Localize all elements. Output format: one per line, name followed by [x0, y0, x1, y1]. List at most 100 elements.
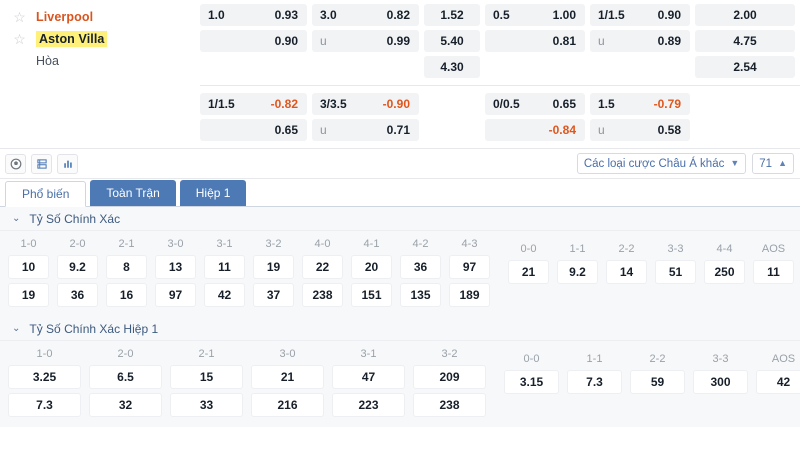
score-odds-cell[interactable]: 9.2	[57, 255, 98, 279]
odds-cell[interactable]: 5.40	[424, 30, 480, 52]
odds-cell[interactable]: 1.52	[424, 4, 480, 26]
score-odds-cell[interactable]: 19	[8, 283, 49, 307]
score-odds-cell[interactable]: 7.3	[8, 393, 81, 417]
odds-cell-empty	[312, 56, 419, 78]
odds-group-over-under-ht-2: u 0.58	[590, 118, 695, 144]
odds-cell[interactable]: 2.00	[695, 4, 795, 26]
tab-3[interactable]: Hiệp 1	[179, 180, 247, 206]
bar-chart-icon[interactable]	[57, 153, 78, 174]
score-odds-cell[interactable]: 11	[753, 260, 794, 284]
score-column-header: 1-1	[569, 243, 586, 255]
odds-cell[interactable]: u 0.99	[312, 30, 419, 52]
odds-cell[interactable]: 1/1.5 -0.82	[200, 93, 307, 115]
score-column: 4-2 36 135	[396, 235, 445, 309]
score-odds-cell[interactable]: 47	[332, 365, 405, 389]
section-header[interactable]: ⌄ Tỷ Số Chính Xác	[0, 207, 800, 231]
score-odds-cell[interactable]: 59	[630, 370, 685, 394]
odds-cell[interactable]: u 0.71	[312, 119, 419, 141]
odds-cell[interactable]: u 0.89	[590, 30, 690, 52]
score-odds-cell[interactable]: 19	[253, 255, 294, 279]
odds-cell[interactable]: 0.81	[485, 30, 585, 52]
score-odds-cell[interactable]: 10	[8, 255, 49, 279]
odds-cell[interactable]: 3/3.5 -0.90	[312, 93, 419, 115]
odds-row: 1.0 0.93 3.0 0.82 1.52 0.5 1.00 1/1.5 0.90 2.00	[200, 3, 800, 29]
score-odds-cell[interactable]: 20	[351, 255, 392, 279]
list-layout-icon[interactable]	[31, 153, 52, 174]
score-odds-cell[interactable]: 21	[508, 260, 549, 284]
team-row-away[interactable]: ☆ Aston Villa	[0, 28, 200, 50]
score-block-other: 0-0 3.15 1-1 7.3 2-2 59 3-3 300 AOS 42	[490, 345, 800, 419]
odds-cell[interactable]: u 0.58	[590, 119, 690, 141]
odds-cell[interactable]: 4.75	[695, 30, 795, 52]
score-odds-cell[interactable]: 33	[170, 393, 243, 417]
score-odds-cell[interactable]: 3.25	[8, 365, 81, 389]
odds-cell[interactable]: -0.84	[485, 119, 585, 141]
odds-cell[interactable]: 1.5 -0.79	[590, 93, 690, 115]
score-odds-cell[interactable]: 189	[449, 283, 490, 307]
away-team-name[interactable]: Aston Villa	[36, 31, 108, 47]
score-odds-cell[interactable]: 15	[170, 365, 243, 389]
tab-1[interactable]: Phổ biến	[5, 181, 87, 207]
odds-cell[interactable]: 4.30	[424, 56, 480, 78]
odds-group-handicap-2: 0.81	[485, 29, 590, 55]
score-odds-cell[interactable]: 223	[332, 393, 405, 417]
score-odds-cell[interactable]: 36	[57, 283, 98, 307]
score-odds-cell[interactable]: 32	[89, 393, 162, 417]
market-count-value: 71	[759, 157, 773, 170]
score-odds-cell[interactable]: 37	[253, 283, 294, 307]
score-odds-cell[interactable]: 8	[106, 255, 147, 279]
score-odds-cell[interactable]: 42	[756, 370, 800, 394]
score-odds-cell[interactable]: 209	[413, 365, 486, 389]
score-odds-cell[interactable]: 22	[302, 255, 343, 279]
score-odds-cell[interactable]: 238	[413, 393, 486, 417]
odds-group-gap	[424, 118, 485, 144]
section-header[interactable]: ⌄ Tỷ Số Chính Xác Hiệp 1	[0, 317, 800, 341]
star-outline-icon[interactable]: ☆	[13, 8, 26, 25]
odds-price: -0.82	[270, 97, 298, 111]
score-odds-cell[interactable]: 135	[400, 283, 441, 307]
odds-cell[interactable]: 0.90	[200, 30, 307, 52]
odds-cell[interactable]: 2.54	[695, 56, 795, 78]
star-outline-icon[interactable]: ☆	[13, 30, 26, 47]
score-column: 2-0 9.2 36	[53, 235, 102, 309]
team-row-home[interactable]: ☆ Liverpool	[0, 6, 200, 28]
odds-cell-empty	[200, 56, 307, 78]
odds-cell[interactable]: 0/0.5 0.65	[485, 93, 585, 115]
score-odds-cell[interactable]: 13	[155, 255, 196, 279]
score-odds-cell[interactable]: 97	[449, 255, 490, 279]
score-column-header: 2-2	[649, 353, 666, 365]
market-count-toggle[interactable]: 71 ▲	[752, 153, 794, 174]
score-odds-cell[interactable]: 3.15	[504, 370, 559, 394]
score-odds-cell[interactable]: 6.5	[89, 365, 162, 389]
tab-2[interactable]: Toàn Trận	[90, 180, 176, 206]
score-odds-cell[interactable]: 151	[351, 283, 392, 307]
score-odds-cell[interactable]: 250	[704, 260, 745, 284]
score-odds-cell[interactable]: 21	[251, 365, 324, 389]
market-type-select[interactable]: Các loại cược Châu Á khác ▼	[576, 153, 747, 174]
score-odds-cell[interactable]: 36	[400, 255, 441, 279]
odds-cell[interactable]: 3.0 0.82	[312, 4, 419, 26]
home-team-name[interactable]: Liverpool	[36, 10, 94, 24]
odds-cell[interactable]: 1/1.5 0.90	[590, 4, 690, 26]
score-odds-cell[interactable]: 42	[204, 283, 245, 307]
score-odds-cell[interactable]: 16	[106, 283, 147, 307]
score-odds-cell[interactable]: 14	[606, 260, 647, 284]
score-odds-cell[interactable]: 216	[251, 393, 324, 417]
soccer-ball-icon[interactable]	[5, 153, 26, 174]
odds-cell[interactable]: 1.0 0.93	[200, 4, 307, 26]
score-odds-cell[interactable]: 300	[693, 370, 748, 394]
odds-group-gap-2	[695, 118, 800, 144]
odds-cell[interactable]: 0.5 1.00	[485, 4, 585, 26]
score-column: 0-0 3.15	[500, 345, 563, 419]
score-odds-cell[interactable]: 7.3	[567, 370, 622, 394]
score-odds-cell[interactable]: 51	[655, 260, 696, 284]
score-odds-cell[interactable]: 9.2	[557, 260, 598, 284]
match-odds-header: ☆ Liverpool ☆ Aston Villa Hòa 1.0 0.93 3.0…	[0, 0, 800, 148]
score-odds-cell[interactable]: 238	[302, 283, 343, 307]
score-column-header: 0-0	[520, 243, 537, 255]
odds-group-one-x-two-2: 4.75	[695, 29, 800, 55]
score-odds-cell[interactable]: 11	[204, 255, 245, 279]
odds-group-over-under-2: 1/1.5 0.90	[590, 3, 695, 29]
odds-cell[interactable]: 0.65	[200, 119, 307, 141]
score-odds-cell[interactable]: 97	[155, 283, 196, 307]
